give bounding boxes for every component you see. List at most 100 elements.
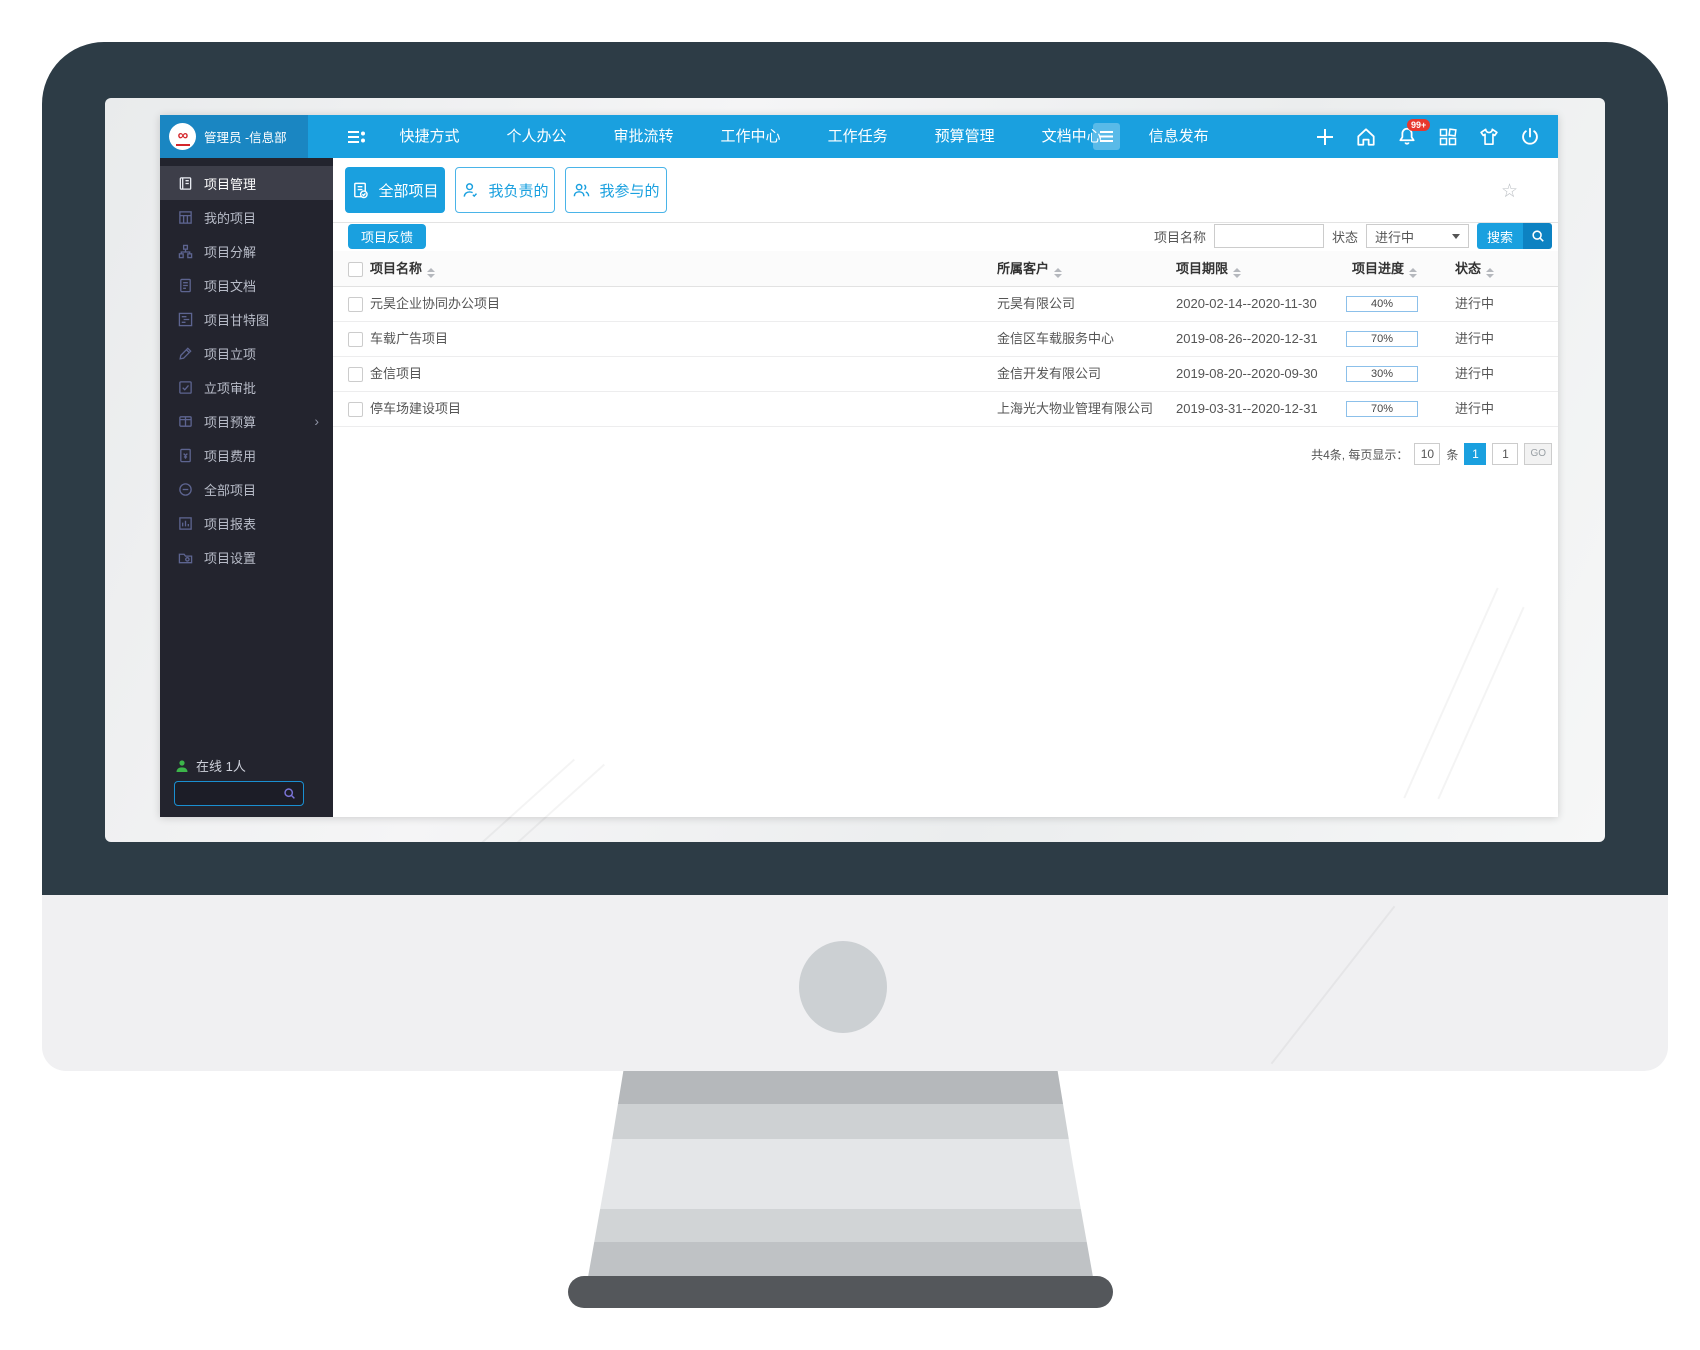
cell-period: 2019-08-26--2020-12-31 [1176, 331, 1318, 346]
apps-grid-icon[interactable] [1436, 125, 1460, 149]
favorite-star-icon[interactable]: ☆ [1500, 181, 1518, 202]
page-number-input[interactable]: 1 [1492, 443, 1519, 465]
sidebar-item-project-cost[interactable]: 项目费用 [160, 438, 333, 472]
main-content: 全部项目 我负责的 我参与的 ☆ 项目反馈 [333, 158, 1558, 817]
sidebar-item-project-docs[interactable]: 项目文档 [160, 268, 333, 302]
nav-item-approval-flow[interactable]: 审批流转 [613, 128, 674, 145]
monitor-screen: ∞ 管理员 -信息部 快捷方式 个人办公 审批流转 工作中心 工作任务 预算管理… [105, 98, 1605, 842]
nav-item-quick[interactable]: 快捷方式 [399, 128, 460, 145]
sidebar-item-label: 项目文档 [204, 278, 257, 294]
column-header-progress[interactable]: 项目进度 [1352, 251, 1418, 286]
status-select[interactable]: 进行中 [1365, 224, 1469, 248]
company-logo: ∞ [169, 123, 196, 150]
progress-label: 40% [1370, 298, 1394, 310]
tab-all-projects[interactable]: 全部项目 [345, 167, 445, 213]
more-menu-button[interactable] [1093, 123, 1120, 150]
sort-icon[interactable] [427, 268, 436, 278]
sidebar-item-my-projects[interactable]: 我的项目 [160, 200, 333, 234]
app-window: ∞ 管理员 -信息部 快捷方式 个人办公 审批流转 工作中心 工作任务 预算管理… [160, 115, 1558, 817]
chevron-right-icon: › [314, 413, 319, 429]
tab-my-participated[interactable]: 我参与的 [565, 167, 667, 213]
pagination: 共4条, 每页显示： 10 条 1 1 GO [333, 439, 1558, 469]
project-feedback-button[interactable]: 项目反馈 [348, 224, 427, 249]
go-button[interactable]: GO [1524, 443, 1552, 465]
power-logout-icon[interactable] [1518, 125, 1542, 149]
row-checkbox[interactable] [348, 297, 363, 312]
sort-icon[interactable] [1486, 268, 1495, 278]
row-checkbox[interactable] [348, 367, 363, 382]
sidebar-item-project-budget[interactable]: 项目预算 › [160, 404, 333, 438]
nav-item-work-center[interactable]: 工作中心 [720, 128, 781, 145]
row-checkbox[interactable] [348, 402, 363, 417]
progress-label: 30% [1370, 368, 1394, 380]
nav-item-doc-center[interactable]: 文档中心 [1041, 128, 1102, 145]
monitor-stand-base [568, 1276, 1113, 1308]
sidebar-item-all-projects[interactable]: 全部项目 [160, 472, 333, 506]
doc-list-icon [354, 182, 369, 198]
column-header-project-name[interactable]: 项目名称 [370, 251, 436, 286]
online-status: 在线 1人 [175, 756, 246, 775]
sidebar-item-project-initiation[interactable]: 项目立项 [160, 336, 333, 370]
top-right-icons: 99+ [1313, 115, 1542, 158]
sort-icon[interactable] [1054, 268, 1063, 278]
sidebar-item-project-reports[interactable]: 项目报表 [160, 506, 333, 540]
table-row[interactable]: 停车场建设项目 上海光大物业管理有限公司 2019-03-31--2020-12… [333, 392, 1558, 427]
sidebar-item-project-settings[interactable]: 项目设置 [160, 540, 333, 574]
tab-label: 我负责的 [488, 182, 549, 200]
sort-icon[interactable] [1233, 268, 1242, 278]
sidebar-item-project-management[interactable]: 项目管理 [160, 166, 333, 200]
sidebar-item-gantt-chart[interactable]: 项目甘特图 [160, 302, 333, 336]
sidebar-item-label: 我的项目 [204, 210, 257, 226]
search-icon [284, 788, 295, 799]
sidebar-item-label: 项目费用 [204, 448, 257, 464]
cell-project-name[interactable]: 元昊企业协同办公项目 [370, 296, 501, 311]
cell-status: 进行中 [1455, 331, 1495, 346]
cell-project-name[interactable]: 金信项目 [370, 366, 423, 381]
sidebar-item-label: 项目设置 [204, 550, 257, 566]
nav-item-personal-office[interactable]: 个人办公 [506, 128, 567, 145]
per-page-unit: 条 [1446, 447, 1459, 462]
chevron-down-icon [1451, 233, 1460, 239]
tab-my-responsible[interactable]: 我负责的 [455, 167, 555, 213]
current-page-button[interactable]: 1 [1464, 443, 1487, 465]
sidebar-item-initiation-approval[interactable]: 立项审批 [160, 370, 333, 404]
table-row[interactable]: 元昊企业协同办公项目 元昊有限公司 2020-02-14--2020-11-30… [333, 287, 1558, 322]
monitor-chin [42, 895, 1668, 1071]
search-controls: 项目名称 状态 进行中 搜索 [1154, 223, 1552, 249]
sidebar-item-label: 项目分解 [204, 244, 257, 260]
column-header-customer[interactable]: 所属客户 [997, 251, 1063, 286]
sidebar-search-box[interactable] [174, 781, 304, 806]
sidebar-collapse-icon[interactable] [346, 127, 366, 147]
row-checkbox[interactable] [348, 332, 363, 347]
nav-item-work-tasks[interactable]: 工作任务 [827, 128, 888, 145]
table-row[interactable]: 金信项目 金信开发有限公司 2019-08-20--2020-09-30 30%… [333, 357, 1558, 392]
per-page-input[interactable]: 10 [1414, 443, 1441, 465]
search-button[interactable]: 搜索 [1476, 223, 1552, 249]
progress-label: 70% [1370, 333, 1394, 345]
table-row[interactable]: 车载广告项目 金信区车载服务中心 2019-08-26--2020-12-31 … [333, 322, 1558, 357]
cell-project-name[interactable]: 车载广告项目 [370, 331, 449, 346]
project-name-input[interactable] [1213, 224, 1324, 248]
sidebar-item-label: 项目甘特图 [204, 312, 270, 328]
cell-customer: 金信开发有限公司 [997, 366, 1102, 381]
sidebar-item-project-breakdown[interactable]: 项目分解 [160, 234, 333, 268]
cell-status: 进行中 [1455, 401, 1495, 416]
column-header-status[interactable]: 状态 [1455, 251, 1495, 286]
nav-item-budget[interactable]: 预算管理 [934, 128, 995, 145]
nav-item-info-publish[interactable]: 信息发布 [1148, 128, 1209, 145]
theme-shirt-icon[interactable] [1477, 125, 1501, 149]
add-icon[interactable] [1313, 125, 1337, 149]
progress-label: 70% [1370, 403, 1394, 415]
column-header-period[interactable]: 项目期限 [1176, 251, 1242, 286]
online-count-label: 在线 1人 [196, 759, 246, 774]
cell-period: 2019-08-20--2020-09-30 [1176, 366, 1318, 381]
sort-icon[interactable] [1409, 268, 1418, 278]
current-user-label: 管理员 -信息部 [204, 131, 287, 145]
cell-project-name[interactable]: 停车场建设项目 [370, 401, 462, 416]
select-all-checkbox[interactable] [348, 262, 363, 277]
notifications-bell-icon[interactable]: 99+ [1395, 118, 1431, 149]
cell-customer: 金信区车载服务中心 [997, 331, 1115, 346]
status-label: 状态 [1331, 229, 1358, 245]
sidebar: 项目管理 我的项目 项目分解 项目文档 [160, 158, 333, 817]
home-icon[interactable] [1354, 125, 1378, 149]
